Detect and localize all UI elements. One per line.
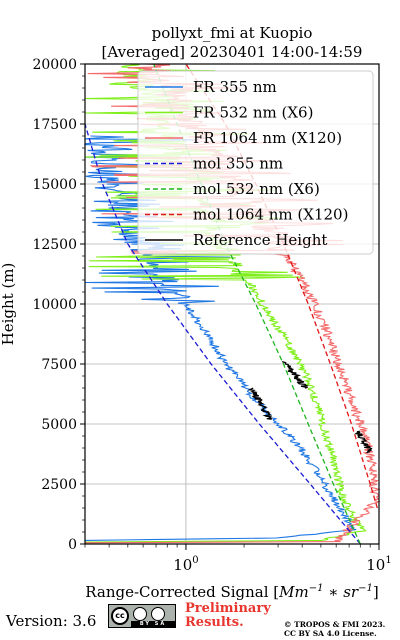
y-tick-label: 10000 (32, 297, 77, 313)
preliminary-line2: Results. (185, 615, 244, 630)
y-tick-label: 7500 (41, 357, 77, 373)
copyright-note: © TROPOS & FMI 2023. CC BY SA 4.0 Licens… (284, 620, 385, 638)
series-line (84, 123, 361, 545)
y-tick-label: 15000 (32, 177, 77, 193)
legend-entry: mol 355 nm (145, 155, 283, 173)
series-mol-355-nm (84, 123, 361, 545)
legend-label: mol 355 nm (193, 155, 283, 173)
y-tick-label: 12500 (32, 237, 77, 253)
x-tick-label: 101 (366, 555, 391, 574)
preliminary-results-note: Preliminary Results. (185, 602, 271, 630)
version-label: Version: 3.6 (6, 612, 97, 630)
x-axis-label: Range-Corrected Signal [Mm−1 ∗ sr−1] (85, 583, 378, 601)
legend-label: FR 1064 nm (X120) (193, 129, 342, 147)
attribution-icon (133, 607, 147, 621)
chart-subtitle: [Averaged] 20230401 14:00-14:59 (102, 43, 363, 61)
series-mol-1064-nm-x120- (185, 63, 378, 509)
legend-entry: mol 532 nm (X6) (145, 180, 320, 198)
x-tick-label: 100 (173, 555, 198, 574)
reference-height-segment (354, 430, 373, 454)
legend-entry: FR 532 nm (X6) (145, 104, 313, 122)
legend-label: FR 532 nm (X6) (193, 104, 313, 122)
chart-title: pollyxt_fmi at Kuopio (152, 24, 313, 42)
legend-box (137, 70, 374, 255)
copyright-line1: © TROPOS & FMI 2023. (284, 620, 386, 629)
y-tick-label: 2500 (41, 477, 77, 493)
y-axis-label: Height (m) (0, 263, 17, 346)
reference-height-segment (247, 387, 273, 420)
legend-label: FR 355 nm (193, 78, 277, 96)
legend-entry: FR 1064 nm (X120) (145, 129, 342, 147)
reference-height-segment (282, 360, 309, 389)
legend-label: mol 532 nm (X6) (193, 180, 320, 198)
copyright-line2: CC BY SA 4.0 License. (284, 629, 377, 638)
share-alike-icon (151, 607, 165, 621)
legend-entry: mol 1064 nm (X120) (145, 206, 348, 224)
cc-license-badge: cc BY SA (108, 604, 176, 628)
cc-badge-text: BY SA (131, 621, 175, 627)
axes: 0 2500 5000 7500 10000 12500 15000 17500 20000 10… (32, 57, 391, 574)
legend-entry: FR 355 nm (145, 78, 277, 96)
y-tick-label: 5000 (41, 417, 77, 433)
preliminary-line1: Preliminary (185, 601, 271, 616)
y-tick-label: 20000 (32, 57, 77, 73)
y-tick-label: 0 (68, 537, 77, 553)
series-line (185, 63, 378, 509)
cc-icon: cc (111, 607, 129, 625)
legend: FR 355 nm FR 532 nm (X6) FR 1064 nm (X120)… (137, 70, 374, 255)
series-reference-height (247, 360, 373, 454)
y-tick-label: 17500 (32, 117, 77, 133)
legend-label: mol 1064 nm (X120) (193, 206, 348, 224)
legend-entry: Reference Height (145, 231, 327, 249)
legend-label: Reference Height (193, 231, 327, 249)
